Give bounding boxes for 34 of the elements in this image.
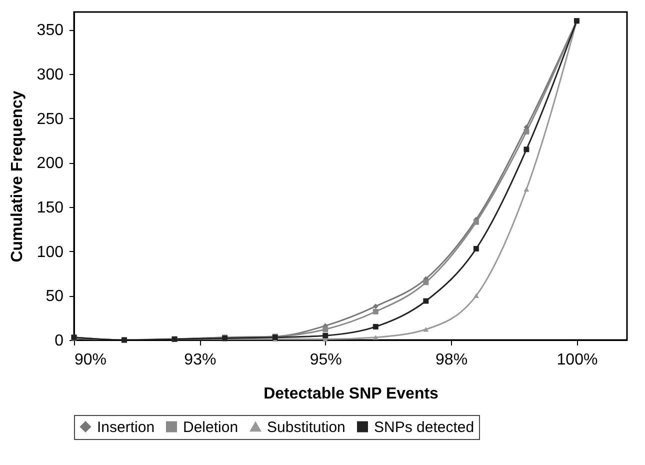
y-tick-label: 150: [36, 200, 64, 217]
point: [372, 308, 378, 314]
point: [322, 326, 328, 332]
point: [423, 326, 429, 332]
y-tick-label: 100: [36, 244, 64, 261]
point: [524, 128, 530, 134]
point: [473, 293, 479, 298]
point: [473, 246, 479, 252]
y-tick-label: 0: [54, 332, 64, 350]
legend-label: Substitution: [267, 418, 346, 436]
point: [372, 304, 378, 310]
x-tick-label: 95%: [310, 352, 342, 368]
point: [372, 324, 378, 330]
x-tick-label: 98%: [436, 352, 468, 368]
y-tick-label: 250: [36, 110, 64, 128]
legend-label: SNPs detected: [374, 418, 474, 436]
point: [473, 219, 479, 225]
y-axis-title: Cumulative Frequency: [8, 90, 26, 262]
point: [322, 332, 328, 338]
point: [423, 298, 429, 304]
point: [524, 146, 530, 152]
y-tick-label: 50: [46, 288, 64, 306]
x-tick-label: 90%: [74, 352, 107, 368]
legend-label: Insertion: [97, 418, 155, 436]
point: [524, 186, 530, 192]
x-tick-label: 93%: [184, 352, 216, 368]
legend-label: Deletion: [183, 418, 238, 436]
y-tick-label: 300: [36, 66, 64, 84]
x-tick-label: 100%: [556, 352, 598, 368]
point: [372, 334, 378, 340]
point: [423, 280, 429, 286]
x-axis-title: Detectable SNP Events: [264, 386, 439, 402]
y-tick-label: 200: [36, 155, 64, 172]
y-tick-label: 350: [36, 22, 64, 40]
